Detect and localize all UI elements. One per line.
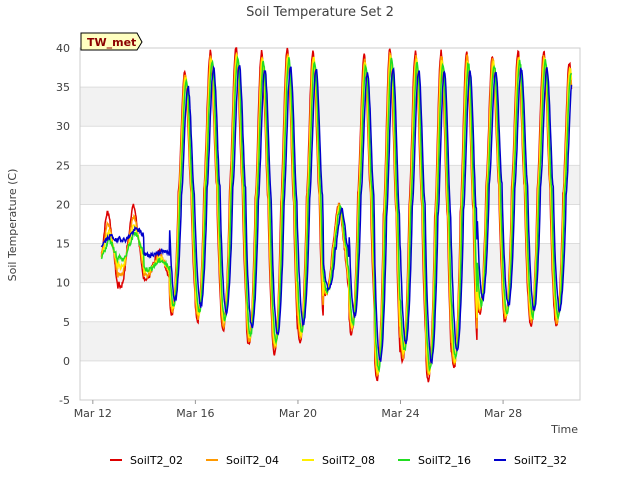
legend-label-SoilT2_02: SoilT2_02 xyxy=(130,454,183,467)
x-tick-label: Mar 12 xyxy=(74,407,112,420)
badge-label: TW_met xyxy=(87,36,136,49)
y-tick-label: 30 xyxy=(56,120,70,133)
legend-label-SoilT2_32: SoilT2_32 xyxy=(514,454,567,467)
legend-label-SoilT2_16: SoilT2_16 xyxy=(418,454,471,467)
legend: SoilT2_02 SoilT2_04 SoilT2_08 SoilT2_16 Soil… xyxy=(110,454,567,467)
y-tick-label: 40 xyxy=(56,42,70,55)
band xyxy=(80,165,580,205)
y-tick-label: 10 xyxy=(56,277,70,290)
plot-border xyxy=(79,47,581,401)
y-tick-label: 35 xyxy=(56,81,70,94)
y-axis-ticks: -5 0 5 10 15 20 25 30 35 40 xyxy=(56,42,70,407)
chart-title: Soil Temperature Set 2 xyxy=(246,5,394,20)
badge-shape xyxy=(80,32,143,51)
x-axis-label: Time xyxy=(550,423,578,436)
series-line-SoilT2_32 xyxy=(100,65,573,365)
band xyxy=(80,321,580,361)
x-tick-label: Mar 24 xyxy=(381,407,419,420)
legend-label-SoilT2_04: SoilT2_04 xyxy=(226,454,279,467)
y-tick-label: 20 xyxy=(56,198,70,211)
legend-label-SoilT2_08: SoilT2_08 xyxy=(322,454,375,467)
station-badge: TW_met xyxy=(80,32,143,51)
y-tick-label: 15 xyxy=(56,238,70,251)
x-axis-ticks: Mar 12 Mar 16 Mar 20 Mar 24 Mar 28 xyxy=(74,400,522,420)
y-tick-label: 5 xyxy=(63,316,70,329)
x-tick-label: Mar 16 xyxy=(176,407,214,420)
y-axis-label: Soil Temperature (C) xyxy=(6,169,19,282)
y-tick-label: -5 xyxy=(59,394,70,407)
series-line-SoilT2_16 xyxy=(100,55,573,373)
series-layer xyxy=(100,47,573,383)
y-tick-label: 0 xyxy=(63,355,70,368)
band xyxy=(80,87,580,127)
x-tick-label: Mar 20 xyxy=(279,407,317,420)
x-tick-label: Mar 28 xyxy=(484,407,522,420)
y-tick-label: 25 xyxy=(56,159,70,172)
plot-frame xyxy=(79,47,581,401)
